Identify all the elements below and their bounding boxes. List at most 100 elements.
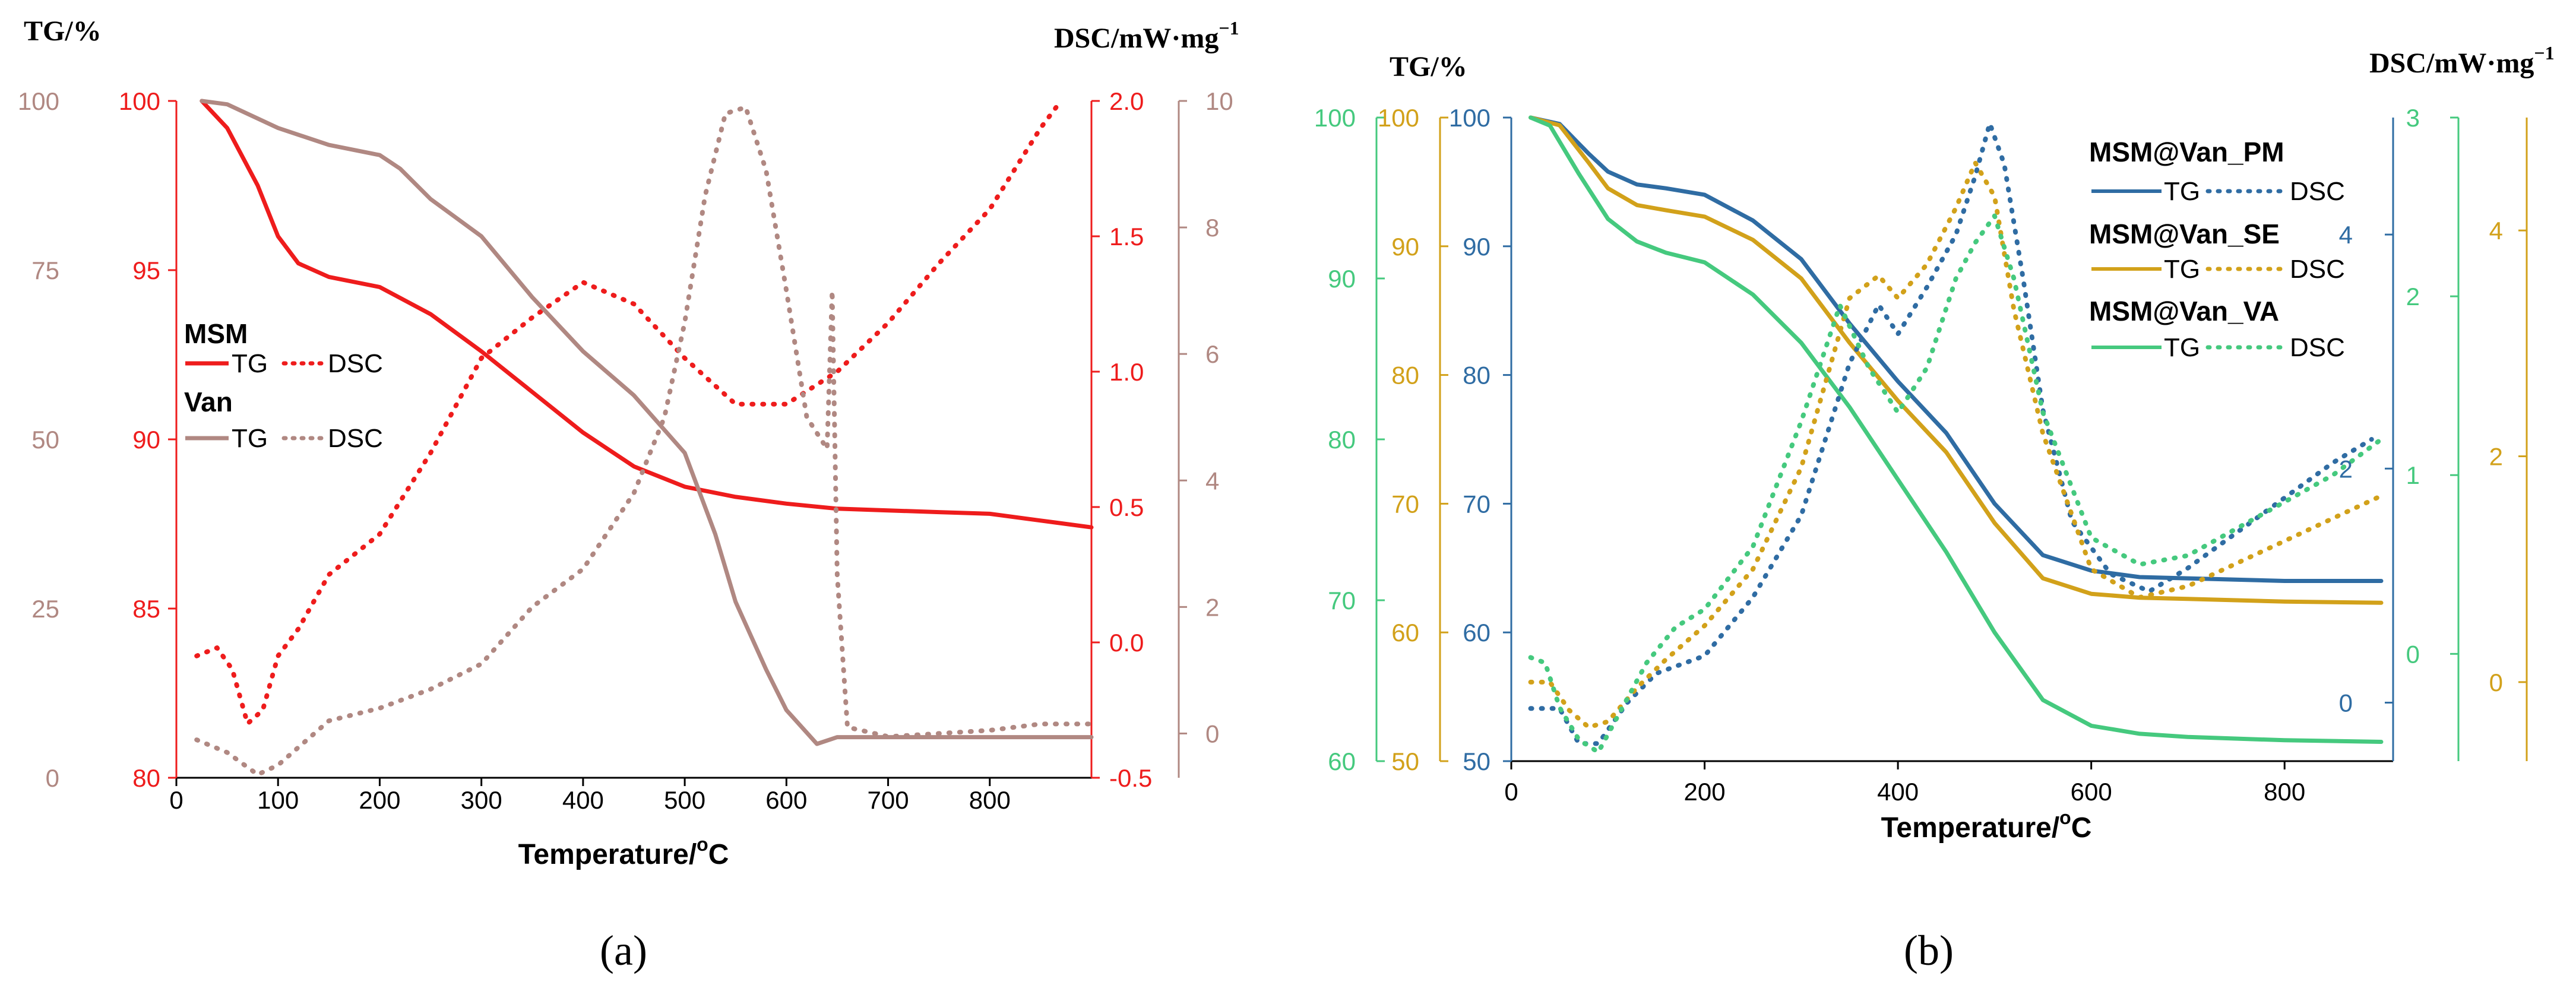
y-tick-label-tg_msm: 80 [132,764,160,792]
legend-msm-dsc-label: DSC [328,349,383,378]
legend-group-va: MSM@Van_VA [2089,296,2279,327]
panel-a-legend: MSM TG DSC Van TG DSC [184,318,383,453]
legend-group-pm: MSM@Van_PM [2089,137,2284,167]
panel-b-tg-title: TG/% [1390,51,1467,83]
legend-msm-tg-label: TG [232,349,268,378]
y-tick-label-tg_pm: 60 [1463,619,1490,647]
panel-b-series [1528,115,2384,755]
y-tick-label-dsc_msm: -0.5 [1109,764,1152,792]
y-tick-label-dsc_msm: 1.0 [1109,358,1144,386]
y-tick-label-dsc_se: 2 [2489,443,2503,471]
panel-b-dsc-title: DSC/mW·mg−1 [2369,42,2555,79]
panel-b-legend: MSM@Van_PM TG DSC MSM@Van_SE TG DSC MSM@… [2089,137,2345,362]
x-tick-label: 100 [257,786,299,814]
x-tick-label: 700 [868,786,909,814]
x-tick-label: 300 [461,786,502,814]
y-tick-label-tg_se: 80 [1391,362,1419,389]
panel-b-ticks: 0 200 400 600 800607080901005060708090100506… [1314,104,2527,806]
y-tick-label-tg_pm: 90 [1463,233,1490,261]
x-tick-label: 600 [2071,778,2112,806]
y-tick-label-dsc_msm: 2.0 [1109,87,1144,115]
y-tick-label-tg_va: 100 [1314,104,1356,132]
x-tick-label: 400 [562,786,604,814]
y-tick-label-tg_van: 100 [18,87,59,115]
y-tick-label-tg_se: 60 [1391,619,1419,647]
panel-a-x-axis-title: Temperature/oC [518,834,729,870]
y-tick-label-tg_va: 60 [1328,747,1356,775]
y-tick-label-tg_van: 50 [31,426,59,454]
y-tick-label-dsc_msm: 0.5 [1109,493,1144,521]
panel-a-tg-title: TG/% [24,15,102,47]
x-tick-label: 200 [1684,778,1726,806]
series-line-msm-tg [200,99,1094,530]
y-tick-label-tg_pm: 80 [1463,362,1490,389]
y-tick-label-dsc_msm: 0.0 [1109,629,1144,657]
y-tick-label-dsc_va: 1 [2406,461,2420,489]
legend-pm-tg-label: TG [2164,177,2200,206]
x-tick-label: 800 [969,786,1011,814]
y-tick-label-tg_msm: 90 [132,426,160,454]
panel-a: TG/% DSC/mW·mg−1 0 100 200 300 400 500 600 700 8… [18,15,1239,974]
y-tick-label-dsc_pm: 2 [2339,455,2353,483]
panel-a-ticks: 0 100 200 300 400 500 600 700 800025507510080859… [18,87,1233,814]
y-tick-label-dsc_se: 0 [2489,669,2503,696]
y-tick-label-dsc_pm: 0 [2339,689,2353,717]
y-tick-label-tg_van: 0 [46,764,59,792]
y-tick-label-dsc_va: 2 [2406,283,2420,311]
series-line-msm-van-pm-dsc [1528,121,2374,746]
legend-se-dsc-label: DSC [2290,255,2345,284]
panel-b: TG/% DSC/mW·mg−1 0 200 400 600 8006070809010… [1314,42,2555,974]
panel-b-caption: (b) [1904,927,1954,974]
y-tick-label-tg_pm: 70 [1463,490,1490,518]
x-tick-label: 800 [2264,778,2305,806]
y-tick-label-tg_se: 100 [1378,104,1419,132]
legend-group-van: Van [184,387,233,417]
y-tick-label-tg_va: 90 [1328,265,1356,293]
x-tick-label: 500 [664,786,705,814]
y-tick-label-dsc_va: 0 [2406,640,2420,668]
y-tick-label-tg_van: 25 [31,595,59,623]
y-tick-label-dsc_se: 4 [2489,217,2503,245]
y-tick-label-dsc_va: 3 [2406,104,2420,132]
y-tick-label-tg_se: 50 [1391,747,1419,775]
legend-van-tg-label: TG [232,424,268,453]
y-tick-label-dsc_van: 2 [1205,593,1219,621]
legend-van-dsc-label: DSC [328,424,383,453]
legend-group-msm: MSM [184,318,248,349]
y-tick-label-tg_va: 70 [1328,587,1356,614]
series-line-msm-van-va-tg [1528,115,2384,744]
y-tick-label-dsc_msm: 1.5 [1109,223,1144,251]
x-tick-label: 400 [1877,778,1919,806]
y-tick-label-dsc_van: 4 [1205,467,1219,495]
y-tick-label-tg_va: 80 [1328,426,1356,454]
x-tick-label: 0 [169,786,183,814]
x-tick-label: 0 [1504,778,1518,806]
y-tick-label-tg_msm: 85 [132,595,160,623]
y-tick-label-tg_se: 90 [1391,233,1419,261]
y-tick-label-tg_se: 70 [1391,490,1419,518]
x-tick-label: 200 [359,786,400,814]
panel-a-caption: (a) [600,927,647,974]
panel-a-series [194,99,1094,777]
y-tick-label-tg_pm: 100 [1449,104,1490,132]
y-tick-label-tg_pm: 50 [1463,747,1490,775]
legend-va-dsc-label: DSC [2290,333,2345,362]
legend-se-tg-label: TG [2164,255,2200,284]
y-tick-label-tg_van: 75 [31,256,59,284]
panel-a-dsc-title: DSC/mW·mg−1 [1054,17,1239,54]
y-tick-label-dsc_van: 6 [1205,340,1219,368]
y-tick-label-dsc_van: 0 [1205,720,1219,747]
panel-b-x-axis-title: Temperature/oC [1881,807,2092,844]
legend-pm-dsc-label: DSC [2290,177,2345,206]
y-tick-label-dsc_van: 10 [1205,87,1233,115]
series-line-van-tg [200,99,1094,746]
legend-group-se: MSM@Van_SE [2089,218,2280,249]
series-line-msm-dsc [194,99,1064,726]
y-tick-label-dsc_pm: 4 [2339,221,2353,249]
y-tick-label-tg_msm: 100 [119,87,160,115]
y-tick-label-tg_msm: 95 [132,256,160,284]
y-tick-label-dsc_van: 8 [1205,214,1219,242]
x-tick-label: 600 [765,786,807,814]
series-line-msm-van-se-dsc [1528,160,2384,730]
